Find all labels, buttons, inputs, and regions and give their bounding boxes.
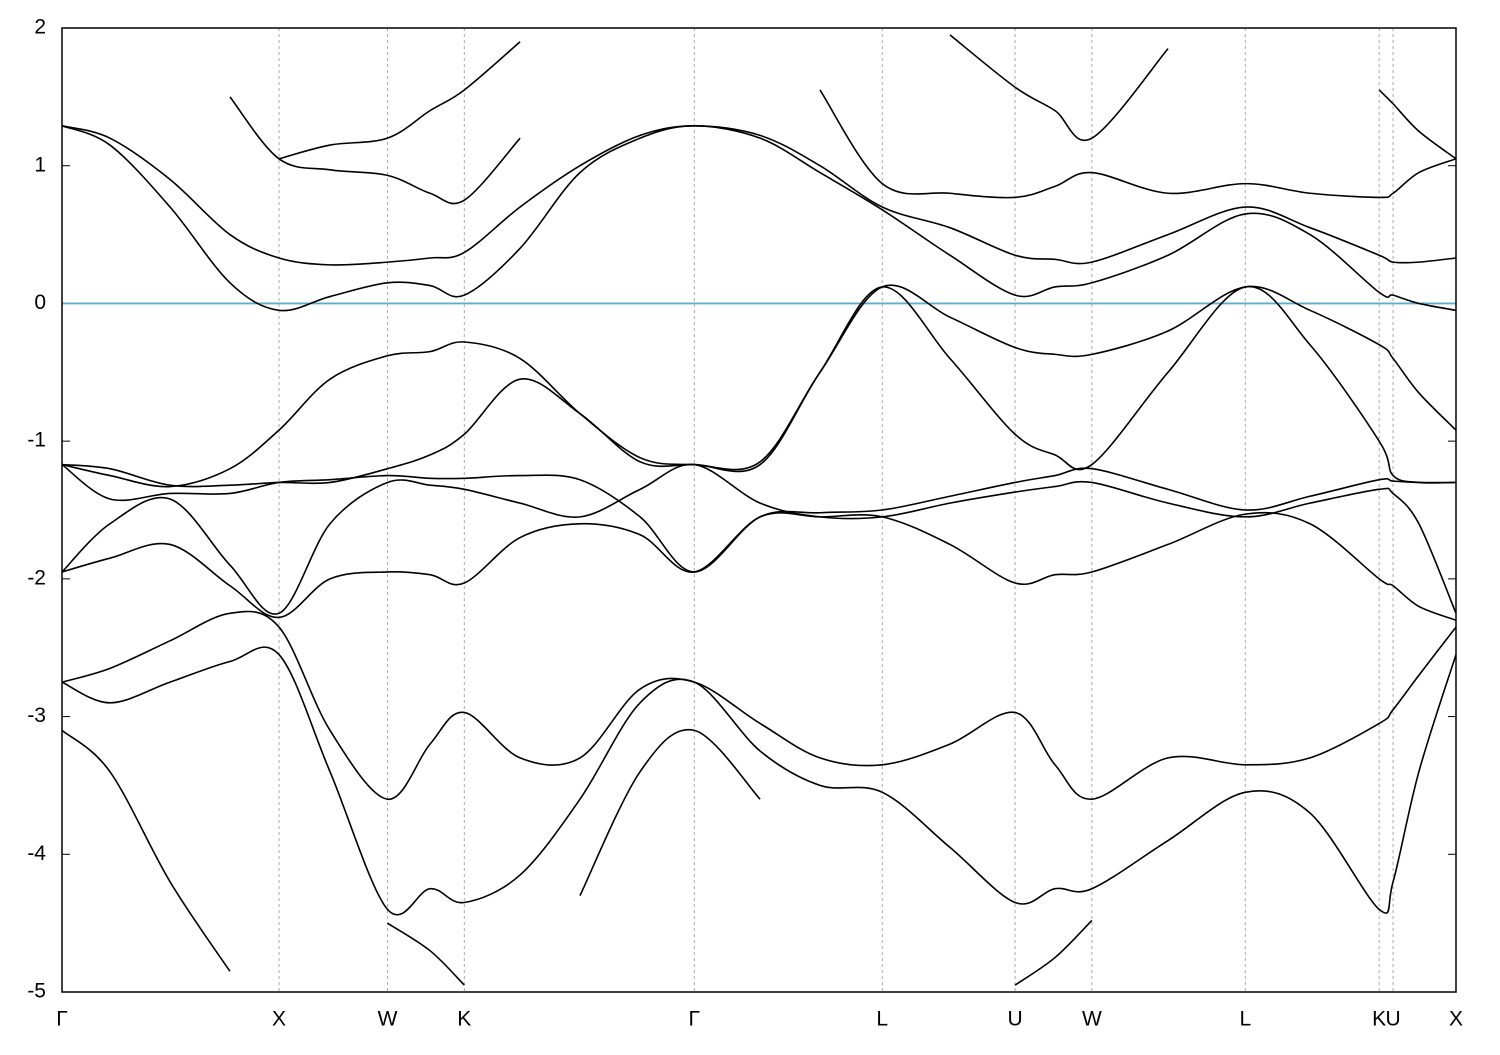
band-line	[62, 285, 1456, 488]
y-tick-label: 2	[34, 16, 46, 39]
x-tick-label: L	[876, 1008, 888, 1031]
x-tick-label: X	[1449, 1008, 1463, 1031]
band-line	[62, 463, 1456, 615]
x-tick-label: L	[1239, 1008, 1251, 1031]
x-tick-label: U	[1385, 1008, 1400, 1031]
y-tick-label: -4	[27, 842, 46, 865]
band-line	[62, 124, 1456, 312]
y-tick-label: -2	[27, 566, 46, 589]
x-tick-label: Γ	[689, 1008, 701, 1031]
y-tick-label: 0	[34, 291, 46, 314]
x-tick-label: W	[1082, 1008, 1102, 1031]
x-tick-label: K	[1372, 1008, 1386, 1031]
band-line	[62, 646, 1456, 916]
band-line	[229, 89, 1456, 205]
band-line	[387, 919, 1093, 986]
x-tick-label: W	[378, 1008, 398, 1031]
band-line	[62, 610, 1456, 801]
band-line	[62, 284, 1456, 488]
band-line	[62, 728, 761, 972]
y-tick-label: 1	[34, 153, 46, 176]
band-line	[62, 511, 1456, 621]
plot-frame	[61, 27, 1457, 993]
y-tick-label: -3	[27, 704, 46, 727]
x-tick-label: X	[272, 1008, 286, 1031]
x-tick-label: U	[1007, 1008, 1022, 1031]
band-line	[62, 124, 1456, 266]
x-tick-label: K	[457, 1008, 471, 1031]
x-tick-label: Γ	[56, 1008, 68, 1031]
y-tick-label: -5	[27, 980, 46, 1003]
y-tick-label: -1	[27, 429, 46, 452]
plot-area	[62, 34, 1456, 986]
band-line	[278, 34, 1456, 160]
